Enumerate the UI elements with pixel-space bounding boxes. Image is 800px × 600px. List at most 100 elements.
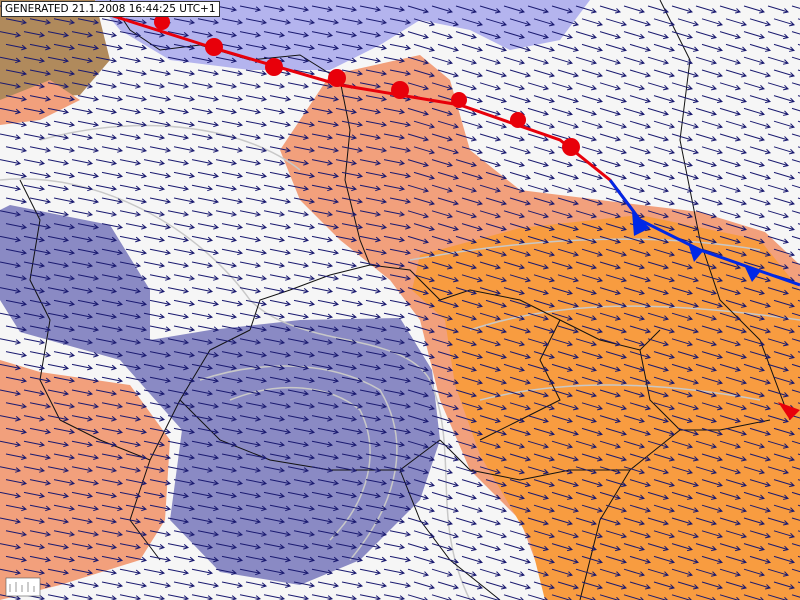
wind-arrow	[359, 261, 382, 268]
wind-arrow	[701, 325, 723, 334]
wind-arrow	[407, 363, 429, 372]
wind-arrow	[215, 159, 238, 166]
wind-arrow	[647, 107, 669, 116]
wind-arrow	[191, 363, 214, 371]
wind-arrow	[773, 530, 795, 539]
wind-arrow	[527, 159, 549, 168]
wind-arrow	[215, 184, 238, 192]
wind-arrow	[23, 210, 46, 217]
wind-arrow	[119, 210, 142, 217]
wind-arrow	[389, 427, 412, 435]
wind-arrow	[167, 210, 190, 217]
wind-arrow	[95, 363, 118, 371]
wind-arrow	[143, 184, 166, 192]
wind-arrow	[671, 5, 693, 14]
wind-arrow	[149, 453, 172, 460]
wind-arrow	[461, 479, 483, 488]
wind-arrow	[749, 376, 771, 385]
borders	[19, 0, 791, 600]
wind-arrow	[149, 274, 172, 281]
wind-arrow	[125, 427, 148, 435]
wind-arrow	[383, 415, 406, 422]
wind-arrow	[101, 95, 124, 102]
wind-arrow	[431, 31, 453, 40]
wind-arrow	[461, 43, 483, 52]
wind-arrow	[773, 248, 795, 257]
wind-arrow	[791, 338, 800, 342]
wind-arrow	[53, 555, 76, 563]
wind-arrow	[677, 146, 699, 155]
wind-arrow	[623, 363, 645, 372]
wind-arrow	[311, 415, 334, 422]
wind-arrow	[743, 491, 765, 500]
wind-arrow	[77, 18, 100, 25]
wind-arrow	[431, 517, 453, 526]
wind-arrow	[293, 248, 316, 256]
wind-arrow	[317, 530, 340, 537]
wind-arrow	[239, 31, 262, 38]
wind-arrow	[125, 248, 148, 256]
wind-arrow	[599, 133, 621, 142]
wind-arrow	[407, 159, 429, 168]
wind-arrow	[773, 325, 795, 334]
wind-arrow	[701, 376, 723, 385]
wind-arrow	[671, 568, 693, 577]
wind-arrow	[53, 351, 76, 358]
wind-arrow	[695, 466, 717, 475]
wind-arrow	[413, 555, 435, 564]
wind-arrow	[527, 338, 549, 347]
wind-arrow	[215, 107, 238, 115]
wind-arrow	[629, 18, 651, 27]
wind-arrow	[0, 363, 22, 371]
wind-arrow	[551, 389, 573, 398]
wind-arrow	[455, 31, 477, 40]
wind-arrow	[407, 5, 429, 14]
wind-arrow	[701, 171, 723, 180]
wind-arrow	[341, 95, 364, 102]
wind-arrow	[455, 235, 477, 244]
wind-arrow	[557, 95, 579, 104]
wind-arrow	[743, 389, 765, 398]
wind-arrow	[719, 287, 741, 296]
wind-arrow	[527, 415, 549, 424]
wind-arrow	[695, 287, 717, 296]
wind-arrow	[653, 581, 675, 590]
wind-arrow	[599, 210, 621, 219]
wind-arrow	[5, 504, 28, 512]
wind-arrow	[719, 261, 741, 270]
wind-arrow	[533, 453, 555, 462]
wind-arrow	[71, 466, 94, 473]
wind-arrow	[149, 95, 172, 102]
wind-arrow	[533, 427, 555, 436]
wind-arrow	[215, 312, 238, 320]
wind-arrow	[125, 18, 148, 25]
wind-arrow	[197, 555, 220, 563]
wind-arrow	[581, 555, 603, 564]
wind-arrow	[677, 95, 699, 104]
wind-arrow	[695, 415, 717, 424]
wind-arrow	[221, 427, 244, 435]
wind-arrow	[485, 581, 507, 590]
wind-arrow	[413, 376, 435, 385]
wind-arrow	[5, 223, 28, 230]
wind-arrow	[485, 18, 507, 27]
wind-arrow	[725, 351, 747, 360]
wind-arrow	[791, 210, 800, 214]
wind-arrow	[479, 31, 501, 40]
wind-arrow	[773, 120, 795, 129]
wind-arrow	[461, 69, 483, 78]
wind-arrow	[653, 43, 675, 52]
wind-arrow	[389, 43, 412, 51]
wind-arrow	[311, 440, 334, 448]
wind-arrow	[269, 223, 292, 230]
wind-arrow	[671, 133, 693, 142]
wind-arrow	[485, 555, 507, 564]
wind-arrow	[245, 453, 268, 460]
wind-arrow	[653, 69, 675, 78]
wind-arrow	[389, 351, 412, 358]
wind-arrow	[623, 338, 645, 347]
wind-arrow	[503, 159, 525, 168]
wind-arrow	[143, 82, 166, 89]
wind-arrow	[29, 274, 52, 281]
wind-arrow	[743, 543, 765, 552]
